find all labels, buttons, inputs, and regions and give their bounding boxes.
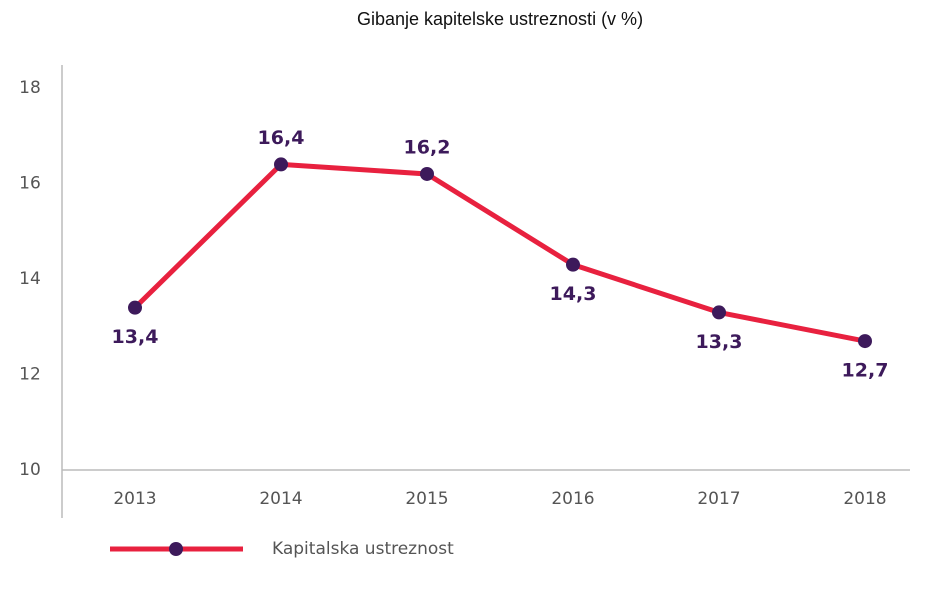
value-label: 13,3 (696, 331, 743, 353)
value-label: 16,2 (404, 136, 451, 158)
x-tick-label: 2018 (843, 489, 886, 509)
marker (420, 166, 434, 181)
value-label: 14,3 (550, 283, 597, 305)
marker (274, 157, 288, 172)
y-tick-label: 10 (19, 460, 41, 480)
x-tick-label: 2013 (113, 489, 156, 509)
y-tick-label: 12 (19, 365, 41, 385)
legend-label: Kapitalska ustreznost (272, 539, 454, 559)
marker (858, 334, 872, 349)
value-label: 12,7 (842, 360, 889, 382)
marker (712, 305, 726, 320)
y-tick-label: 16 (19, 174, 41, 194)
x-tick-label: 2017 (697, 489, 740, 509)
marker (128, 300, 142, 315)
x-tick-label: 2015 (405, 489, 448, 509)
marker (566, 257, 580, 272)
value-label: 13,4 (112, 326, 159, 348)
y-tick-label: 14 (19, 269, 41, 289)
x-tick-label: 2014 (259, 489, 302, 509)
line (133, 161, 866, 344)
value-label: 16,4 (258, 127, 305, 149)
legend-marker (169, 542, 183, 556)
x-tick-label: 2016 (551, 489, 594, 509)
chart-title: Gibanje kapitelske ustreznosti (v %) (357, 9, 643, 29)
y-tick-label: 18 (19, 78, 41, 98)
